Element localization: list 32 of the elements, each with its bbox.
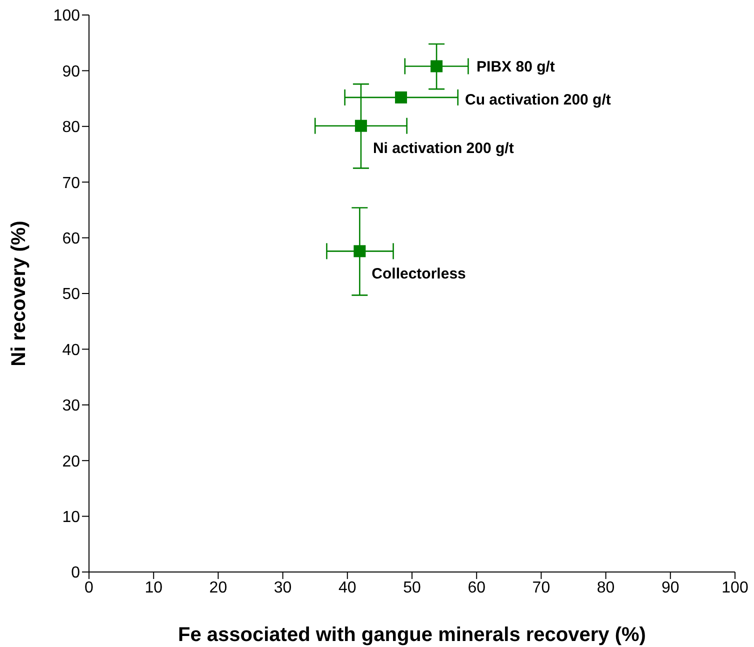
point [430,60,443,72]
y-tick-label: 40 [62,342,80,359]
x-tick-label: 0 [84,579,94,596]
x-tick-label: 70 [532,579,550,596]
x-tick-label: 40 [338,579,356,596]
y-tick-label: 100 [53,8,80,25]
x-tick-label: 80 [596,579,615,596]
y-tick-label: 70 [62,174,80,192]
y-tick-label: 90 [62,63,80,80]
x-tick-label: 60 [468,579,486,596]
x-tick-label: 100 [722,579,748,596]
x-tick-label: 20 [209,579,228,596]
y-tick-label: 0 [71,564,80,582]
x-tick-label: 90 [662,579,680,596]
x-tick-label: 10 [144,579,163,596]
point [354,120,367,132]
annotation: Collectorless [372,265,466,282]
x-tick-label: 30 [274,579,292,596]
y-tick-label: 80 [62,119,80,136]
annotation: PIBX 80 g/t [476,58,555,76]
y-tick-label: 20 [62,453,80,470]
x-tick-label: 50 [403,579,421,596]
point [354,245,366,258]
annotation: Cu activation 200 g/t [465,92,611,109]
annotation: Ni activation 200 g/t [372,140,514,158]
y-tick-label: 50 [62,286,80,304]
x-axis-title: Fe associated with gangue minerals recovery (%) [178,624,646,646]
y-tick-label: 60 [62,230,80,248]
y-tick-label: 10 [62,508,80,526]
y-axis-title: Ni recovery (%) [8,220,30,366]
y-tick-label: 30 [62,398,80,415]
point [395,91,408,104]
